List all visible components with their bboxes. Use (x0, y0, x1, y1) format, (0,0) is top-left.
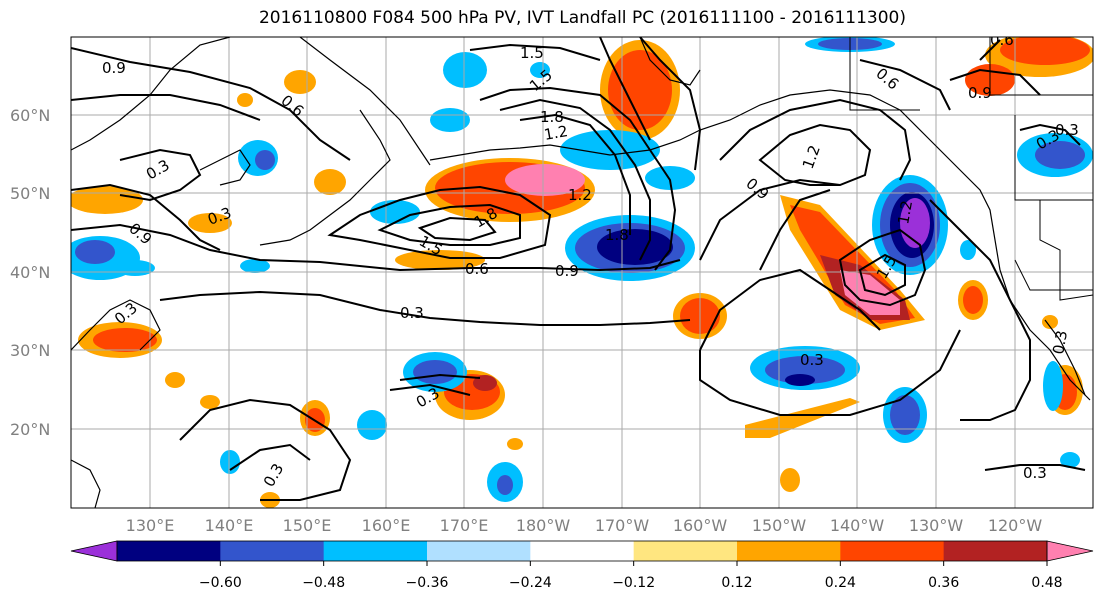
contour-label: 0.6 (465, 260, 489, 278)
ivt-contours (71, 37, 1086, 501)
lon-label: 130°W (909, 516, 964, 535)
colorbar-segment (220, 541, 325, 561)
colorbar-extend-low (70, 540, 118, 562)
political-borders (849, 37, 1093, 301)
contour-label: 1.5 (520, 44, 544, 62)
lon-label: 140°W (830, 516, 885, 535)
latitude-labels: 60°N 50°N 40°N 30°N 20°N (10, 106, 50, 439)
lat-label: 20°N (10, 420, 50, 439)
contour-label: 1.2 (568, 186, 592, 204)
colorbar-extend-high (1046, 540, 1094, 562)
colorbar-segment (633, 541, 738, 561)
contour-label: 1.2 (543, 122, 570, 144)
lon-label: 180°W (516, 516, 571, 535)
colorbar-tick-label: −0.24 (509, 575, 552, 591)
lat-label: 60°N (10, 106, 50, 125)
map-title: 2016110800 F084 500 hPa PV, IVT Landfall… (258, 8, 906, 28)
contour-label: 0.3 (1049, 329, 1071, 356)
lat-label: 40°N (10, 263, 50, 282)
contour-label: 0.3 (800, 351, 824, 369)
contour-label: 1.8 (540, 108, 564, 126)
colorbar-segment (427, 541, 531, 561)
lon-label: 120°W (988, 516, 1043, 535)
colorbar-tick-label: 0.48 (1031, 575, 1062, 591)
colorbar-segment (943, 541, 1048, 561)
plot-frame (70, 36, 1094, 509)
contour-label: 0.6 (990, 31, 1014, 49)
contour-label: 0.9 (968, 84, 992, 102)
lat-label: 50°N (10, 184, 50, 203)
lon-label: 160°W (673, 516, 728, 535)
colorbar-segment (530, 541, 635, 561)
colorbar-segment (737, 541, 841, 561)
graticule (71, 37, 1093, 508)
colorbar-tick-label: −0.36 (406, 575, 449, 591)
colorbar-tick-label: 0.24 (825, 575, 856, 591)
lon-label: 170°W (595, 516, 650, 535)
colorbar-tick-label: −0.60 (199, 575, 242, 591)
lat-label: 30°N (10, 341, 50, 360)
colorbar-segment (840, 541, 945, 561)
lon-label: 150°W (752, 516, 807, 535)
colorbar-tick-label: −0.12 (612, 575, 655, 591)
contour-label: 1.8 (605, 226, 629, 244)
lon-label: 140°E (205, 516, 254, 535)
colorbar-tick-label: 0.36 (928, 575, 959, 591)
contour-label: 1.2 (894, 199, 916, 226)
lon-label: 130°E (126, 516, 175, 535)
colorbar: −0.60 −0.48 −0.36 −0.24 −0.12 0.12 0.24 0.36 0.4… (70, 540, 1094, 591)
contour-label: 0.3 (1055, 121, 1079, 139)
colorbar-tick-label: 0.12 (721, 575, 752, 591)
contour-label: 0.3 (1023, 464, 1047, 482)
lon-label: 170°E (440, 516, 489, 535)
colorbar-segment (117, 541, 221, 561)
contour-label: 0.9 (555, 262, 579, 280)
colorbar-tick-label: −0.48 (302, 575, 345, 591)
contour-label: 0.3 (400, 304, 424, 322)
contour-label: 0.9 (102, 59, 126, 77)
lon-label: 150°E (283, 516, 332, 535)
colorbar-frame (116, 540, 1048, 562)
lon-label: 160°E (362, 516, 411, 535)
longitude-labels: 130°E 140°E 150°E 160°E 170°E 180°W 170°… (126, 516, 1043, 535)
colorbar-segment (323, 541, 428, 561)
